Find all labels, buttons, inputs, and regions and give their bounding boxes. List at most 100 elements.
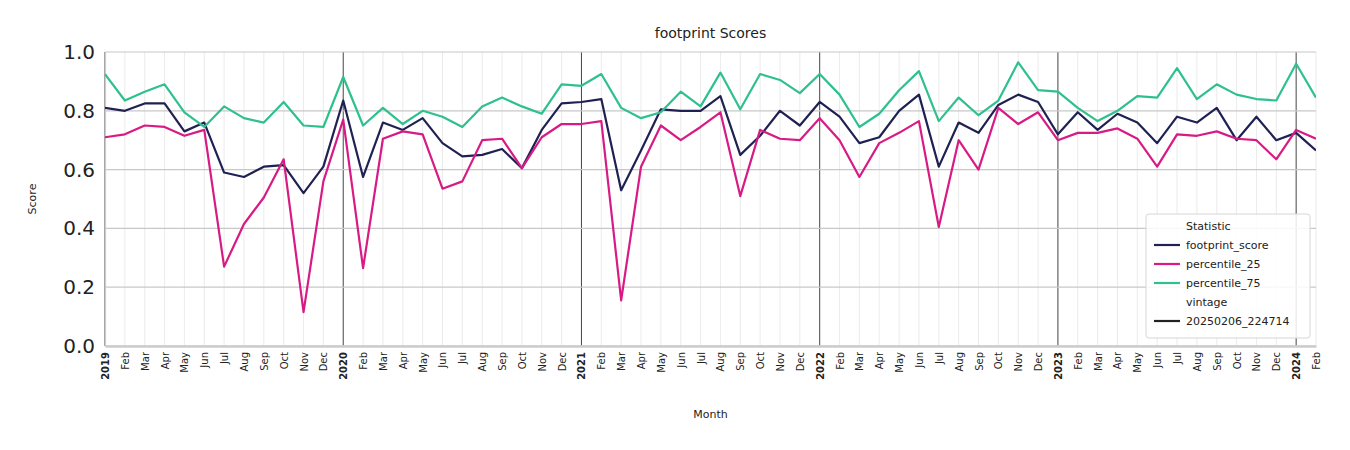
tick: Feb — [1311, 346, 1322, 370]
tick-label: Sep — [497, 352, 508, 371]
legend-label: percentile_25 — [1186, 258, 1261, 271]
grid-line — [204, 52, 205, 346]
tick-label: Jul — [1172, 352, 1183, 365]
tick: 0.6 — [63, 158, 105, 182]
tick-label: Oct — [517, 352, 528, 369]
tick: 2023 — [1053, 346, 1064, 380]
grid-line — [660, 52, 661, 346]
tick-label: 2019 — [100, 352, 111, 380]
tick-label: Mar — [378, 351, 389, 371]
tick-label: 0.8 — [63, 99, 95, 123]
tick-label: Apr — [874, 351, 885, 369]
legend-swatch — [1154, 244, 1180, 246]
grid-line — [1018, 52, 1019, 346]
tick-label: Aug — [477, 352, 488, 372]
tick-label: Oct — [1232, 352, 1243, 369]
tick: 2024 — [1291, 346, 1302, 380]
tick-label: Jun — [914, 352, 925, 369]
grid-line — [105, 287, 1316, 288]
x-axis: 2019 Feb Mar Apr May Jun Jul Aug Sep Oct Nov Dec 202… — [100, 346, 1322, 380]
tick: Aug — [239, 346, 250, 372]
grid-line — [879, 52, 880, 346]
tick-label: May — [418, 352, 429, 373]
x-grid — [105, 52, 1316, 346]
grid-line — [105, 51, 1316, 52]
grid-line — [402, 52, 403, 346]
grid-line — [243, 52, 244, 346]
tick-label: Jun — [437, 352, 448, 369]
tick-label: Sep — [259, 352, 270, 371]
tick: Nov — [1251, 346, 1262, 372]
y-grid — [105, 52, 1316, 346]
tick: Oct — [279, 346, 290, 369]
tick: Oct — [517, 346, 528, 369]
tick: 2021 — [576, 346, 587, 380]
tick: 0.0 — [63, 334, 105, 358]
grid-line — [1038, 52, 1039, 346]
tick-label: 0.0 — [63, 334, 95, 358]
tick: 2020 — [338, 346, 349, 380]
tick: Sep — [735, 346, 746, 371]
tick-label: May — [179, 352, 190, 373]
grid-line — [641, 52, 642, 346]
grid-line — [799, 52, 800, 346]
grid-line — [323, 52, 324, 346]
grid-line — [601, 52, 602, 346]
x-axis-title: Month — [693, 408, 728, 421]
tick-label: 0.4 — [63, 216, 95, 240]
tick-label: Mar — [854, 351, 865, 371]
legend: Statisticfootprint_scorepercentile_25per… — [1146, 214, 1310, 338]
tick: Apr — [874, 346, 885, 369]
legend-swatch — [1154, 263, 1180, 265]
tick: Aug — [954, 346, 965, 372]
grid-line — [462, 52, 463, 346]
legend-box — [1146, 214, 1310, 338]
legend-label: footprint_score — [1186, 239, 1269, 252]
tick: Nov — [1013, 346, 1024, 372]
grid-line — [105, 110, 1316, 111]
tick: Jul — [219, 346, 230, 365]
title: footprint Scores — [655, 25, 766, 41]
tick: Aug — [715, 346, 726, 372]
tick: Feb — [835, 346, 846, 370]
tick: Sep — [259, 346, 270, 371]
series-line — [105, 62, 1316, 127]
grid-line — [978, 52, 979, 346]
grid-line — [621, 52, 622, 346]
tick-label: 0.2 — [63, 275, 95, 299]
tick-label: Feb — [835, 352, 846, 370]
tick-label: Mar — [616, 351, 627, 371]
tick: Apr — [160, 346, 171, 369]
grid-line — [184, 52, 185, 346]
year-line — [105, 52, 106, 346]
tick-label: Feb — [120, 352, 131, 370]
tick: Dec — [557, 346, 568, 371]
tick-label: Apr — [1112, 351, 1123, 369]
grid-line — [561, 52, 562, 346]
tick: Sep — [497, 346, 508, 371]
tick-label: Feb — [358, 352, 369, 370]
tick: Apr — [636, 346, 647, 369]
tick: Mar — [378, 346, 389, 371]
tick: Jul — [696, 346, 707, 365]
tick: 1.0 — [63, 40, 105, 64]
tick: Nov — [537, 346, 548, 372]
grid-line — [164, 52, 165, 346]
grid-line — [938, 52, 939, 346]
tick: Mar — [140, 346, 151, 371]
legend-swatch — [1154, 320, 1180, 322]
tick: Oct — [755, 346, 766, 369]
tick: Jul — [934, 346, 945, 365]
tick-label: May — [894, 352, 905, 373]
year-line — [819, 52, 820, 346]
grid-line — [1097, 52, 1098, 346]
tick: Apr — [1112, 346, 1123, 369]
tick-label: Mar — [140, 351, 151, 371]
tick-label: 2021 — [576, 352, 587, 380]
tick-label: Feb — [596, 352, 607, 370]
legend-title: vintage — [1186, 296, 1228, 309]
grid-line — [859, 52, 860, 346]
tick: Feb — [1073, 346, 1084, 370]
tick: Aug — [1192, 346, 1203, 372]
y-axis: 0.0 0.2 0.4 0.6 0.8 1.0 — [63, 40, 105, 358]
